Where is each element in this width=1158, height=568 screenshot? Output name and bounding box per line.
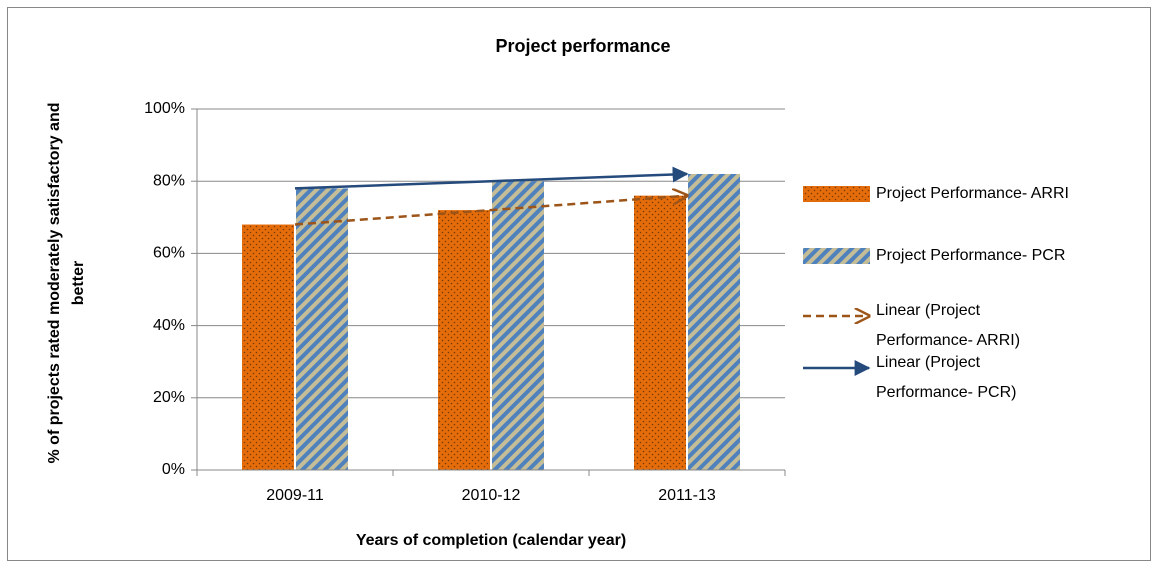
legend-label: Linear (Project Performance- ARRI) — [876, 302, 1021, 349]
legend-label: Linear (Project Performance- PCR) — [876, 354, 1017, 401]
y-tick-label: 60% — [153, 245, 185, 262]
x-tick-label: 2010-12 — [462, 487, 521, 504]
y-tick-label: 40% — [153, 317, 185, 334]
trendline — [294, 166, 689, 190]
x-tick-label: 2009-11 — [266, 487, 324, 504]
bar — [296, 188, 348, 471]
x-axis-title: Years of completion (calendar year) — [356, 532, 626, 549]
y-tick-label: 80% — [153, 172, 185, 189]
chart-title: Project performance — [495, 36, 670, 56]
y-tick-label: 100% — [144, 100, 185, 117]
y-tick-label: 0% — [162, 461, 185, 478]
bar — [634, 195, 686, 470]
legend-label: Project Performance- ARRI — [876, 185, 1069, 202]
bar — [242, 224, 294, 470]
y-axis-title: % of projects rated moderately satisfact… — [46, 102, 87, 464]
y-tick-label: 20% — [153, 389, 185, 406]
legend-label: Project Performance- PCR — [876, 247, 1066, 264]
legend-swatch — [803, 248, 870, 264]
trendline — [294, 196, 687, 226]
bar — [688, 173, 740, 471]
chart-frame — [7, 7, 1151, 561]
x-tick-label: 2011-13 — [658, 487, 716, 504]
bar — [438, 210, 490, 470]
legend-swatch — [803, 186, 870, 202]
bar — [492, 181, 544, 470]
